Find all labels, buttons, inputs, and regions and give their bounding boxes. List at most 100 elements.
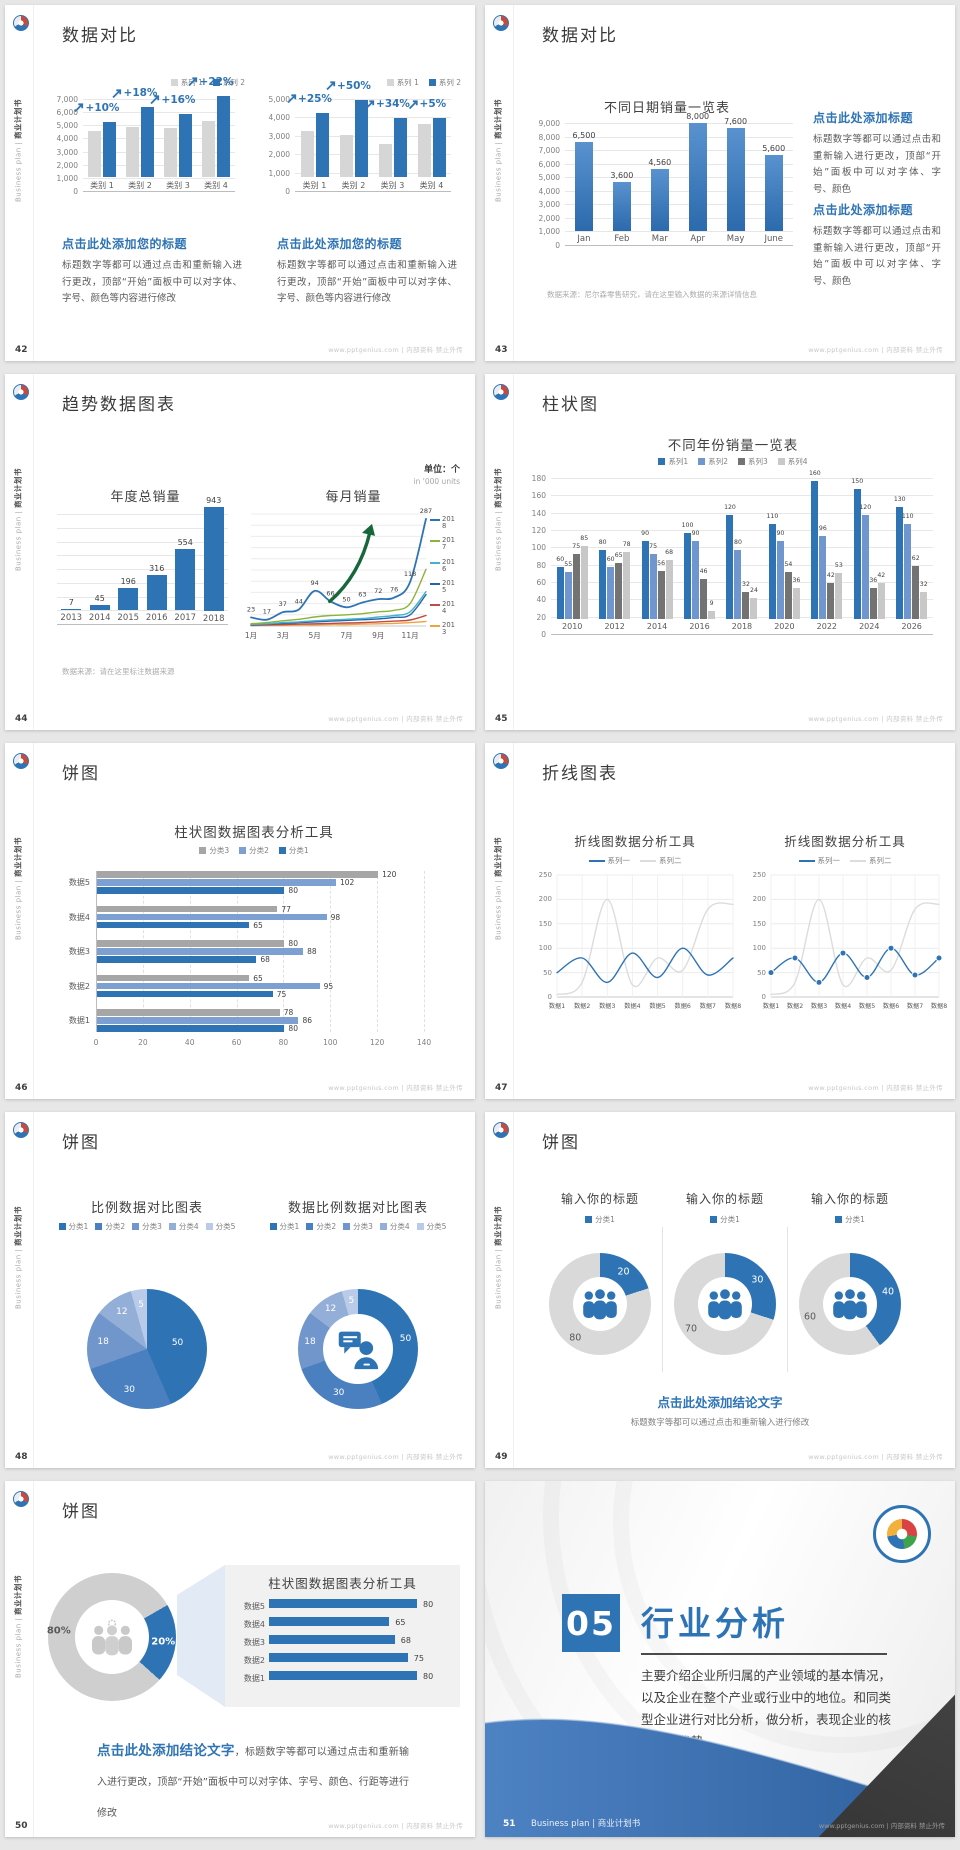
slide-43-data-comparison[interactable]: Business plan | 商业计划书 数据对比 不同日期销量一览表 6,50… [485, 5, 955, 361]
bar-groups: 60 55 75 85 2010 80 60 65 78 2012 90 75 56 68 2014 100 9… [551, 470, 933, 634]
value-label: 160 [808, 469, 821, 477]
pie-graphic [87, 1289, 207, 1409]
data-marker [911, 971, 919, 979]
slide-footer: www.pptgenius.com | 内部资料 禁止外传 [328, 1822, 463, 1830]
divider [513, 374, 514, 730]
people-icon [833, 1289, 867, 1320]
grid-line [57, 527, 228, 529]
slide-47-line-charts[interactable]: Business plan | 商业计划书 折线图表 折线图数据分析工具 系列一系… [485, 743, 955, 1099]
bar-group: 3,600 Feb [610, 123, 633, 245]
grid-line [551, 634, 933, 635]
line-plot: 23 17 37 44 94 66 50 63 72 76 118 287 [247, 507, 432, 627]
value-label: 65 [253, 973, 263, 983]
slide-46-hbar-chart[interactable]: Business plan | 商业计划书 饼图 柱状图数据图表分析工具 分类3 分… [5, 743, 475, 1099]
legend-swatch [95, 1223, 103, 1230]
bars-row: +16% [150, 94, 195, 177]
slide-48-pie-charts[interactable]: Business plan | 商业计划书 饼图 比例数据对比图表 分类1 分类2 分… [5, 1112, 475, 1468]
legend-label: 分类4 [178, 1222, 199, 1231]
slide-44-trend-charts[interactable]: Business plan | 商业计划书 趋势数据图表 单位：个 in '00… [5, 374, 475, 730]
bar [97, 1009, 280, 1016]
slide-45-column-chart[interactable]: Business plan | 商业计划书 柱状图 不同年份销量一览表 系列1 系列… [485, 374, 955, 730]
chart-title: 柱状图数据图表分析工具 [268, 1576, 417, 1591]
up-arrow-icon [286, 94, 296, 104]
conclusion-block: 点击此处添加结论文字 标题数字等都可以通过点击和重新输入进行修改 [570, 1392, 870, 1428]
x-axis-label: 2014 [88, 612, 111, 623]
bar [217, 95, 230, 177]
chart-legend: 分类1 [790, 1214, 910, 1225]
legend-line [430, 604, 440, 606]
y-axis-label: 50 [543, 968, 552, 977]
slice-label: 20% [151, 1636, 176, 1648]
block-heading: 点击此处添加标题 [813, 111, 914, 125]
chart-legend: 2018 2017 2016 2015 2014 2013 [430, 515, 460, 637]
bar-group: 6,500 Jan [573, 123, 596, 245]
y-axis-label: 0 [555, 241, 560, 250]
slice-label: 60 [804, 1311, 817, 1323]
bar-group: +18% 类别 2 [112, 87, 157, 191]
up-arrow-icon [74, 103, 84, 113]
donut-hole [573, 1277, 627, 1331]
horizontal-grouped-bar-chart: 柱状图数据图表分析工具 分类3 分类2 分类1 0 20 40 60 80 100 120 140 数据… [50, 821, 458, 1083]
bar-group: 196 2015 [117, 514, 139, 624]
point-label: 66 [326, 589, 334, 597]
chart-legend: 分类3 分类2 分类1 [50, 845, 458, 856]
value-label: 86 [302, 1016, 313, 1025]
bar [300, 130, 314, 177]
category-label: 数据3 [68, 947, 90, 957]
legend-label: 分类4 [389, 1222, 410, 1231]
bar-groups: 6,500 Jan 3,600 Feb 4,560 Mar 8,000 Apr 7,600 May… [565, 112, 793, 245]
x-axis-label: 数据3 [599, 1003, 616, 1010]
chart-title: 不同年份销量一览表 [667, 438, 799, 454]
legend-item: 系列4 [777, 456, 808, 467]
bars-row: 130 110 62 32 [894, 478, 928, 620]
bars-row: 7 [61, 514, 82, 610]
bar [97, 905, 278, 912]
slide-49-donut-charts[interactable]: Business plan | 商业计划书 饼图 输入你的标题 分类1 20 80 输… [485, 1112, 955, 1468]
slide-50-pie-and-bars[interactable]: Business plan | 商业计划书 饼图 20% 80% 柱状图数据图表分… [5, 1481, 475, 1837]
bar-group: +50% 类别 2 [325, 80, 371, 191]
x-axis-label: 类别 1 [302, 180, 327, 190]
block-heading: 点击此处添加您的标题 [277, 237, 403, 251]
brand-logo-icon [13, 1122, 29, 1138]
bar [97, 940, 285, 947]
growth-arrow [328, 530, 372, 604]
logo-core [887, 1519, 917, 1549]
x-axis-label: 数据8 [724, 1003, 742, 1010]
bar [97, 1025, 285, 1032]
bar-group: 7,600 May [724, 117, 747, 245]
bars-row: +10% [74, 99, 119, 177]
legend-item: 2014 [430, 600, 460, 616]
legend-label: 2014 [442, 600, 455, 616]
slide-51-section-divider[interactable]: 05 行业分析 主要介绍企业所归属的产业领域的基本情况，以及企业在整个产业或行业… [485, 1481, 955, 1837]
annotation: +25% [286, 93, 332, 105]
data-marker [815, 978, 823, 986]
up-arrow-icon [188, 77, 198, 87]
y-axis-label: 8,000 [538, 132, 560, 142]
x-axis-label: 数据2 [573, 1003, 591, 1010]
bar-group: 160 96 42 53 2022 [809, 470, 843, 634]
chart-legend: 分类1 分类2 分类3 分类4 分类5 [253, 1221, 463, 1232]
divider [33, 1481, 34, 1837]
legend-label: 分类2 [249, 846, 269, 855]
x-axis-label: 2017 [174, 612, 197, 623]
conclusion-block: 点击此处添加结论文字，标题数字等都可以通过点击和重新输入进行更改，顶部“开始”面… [97, 1735, 409, 1826]
value-label: 68 [665, 549, 674, 557]
grid-line [565, 123, 793, 124]
legend-item: 分类4 [168, 1221, 199, 1232]
bar: 100 [682, 522, 693, 620]
y-axis-label: 100 [752, 944, 766, 953]
y-axis-label: 7,000 [56, 95, 78, 104]
bar: 42 [827, 572, 835, 620]
legend-swatch [416, 1223, 424, 1230]
annotation: +10% [74, 102, 119, 114]
school-logo-icon [873, 1505, 931, 1563]
bar [97, 887, 285, 894]
divider [513, 5, 514, 361]
slide-42-data-comparison[interactable]: Business plan | 商业计划书 数据对比 系列 1 系列 2 +10% 类… [5, 5, 475, 361]
x-axis-label: 0 [93, 1037, 99, 1047]
value-label: 96 [818, 525, 827, 533]
legend-label: 2013 [442, 621, 455, 637]
block-body: 标题数字等都可以通过点击和重新输入进行更改，顶部“开始”面板中可以对字体、字号、… [277, 260, 457, 305]
people-gear-icon [92, 1619, 132, 1656]
legend-line [430, 625, 440, 628]
